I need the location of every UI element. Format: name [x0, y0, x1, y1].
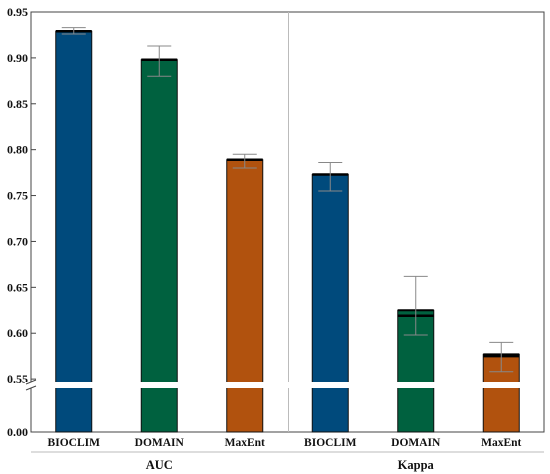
y-tick-label-2: 0.60 [7, 326, 28, 340]
category-label-kappa-maxent: MaxEnt [481, 437, 521, 449]
category-label-auc-bioclim: BIOCLIM [48, 437, 101, 449]
y-tick-label-3: 0.65 [7, 280, 28, 294]
y-tick-label-6: 0.80 [7, 143, 28, 157]
bar-auc-maxent [226, 159, 264, 433]
plot-frame [30, 11, 545, 433]
bar-auc-domain [140, 59, 178, 433]
bar-kappa-bioclim [311, 173, 349, 433]
y-tick-label-5: 0.75 [7, 189, 28, 203]
category-label-auc-domain: DOMAIN [135, 437, 185, 449]
y-tick-label-4: 0.70 [7, 234, 28, 248]
y-tick-label-8: 0.90 [7, 51, 28, 65]
group-label-kappa: Kappa [398, 458, 435, 472]
plot-area: 0.00 0.55 0.60 0.65 0.70 0.75 0.80 0.85 0.90 0.95… [7, 5, 545, 472]
category-label-kappa-bioclim: BIOCLIM [304, 437, 357, 449]
axis-break-mark-upper [25, 379, 37, 385]
category-label-auc-maxent: MaxEnt [225, 437, 265, 449]
category-label-kappa-domain: DOMAIN [391, 437, 441, 449]
y-tick-label-9: 0.95 [7, 5, 28, 19]
y-tick-label-1: 0.55 [7, 372, 28, 386]
y-tick-label-7: 0.85 [7, 97, 28, 111]
axis-break-band [25, 382, 540, 388]
y-tick-label-0: 0.00 [7, 425, 28, 439]
group-label-auc: AUC [146, 458, 173, 472]
axis-break-mark-lower [25, 385, 37, 391]
bar-auc-bioclim [55, 30, 93, 433]
